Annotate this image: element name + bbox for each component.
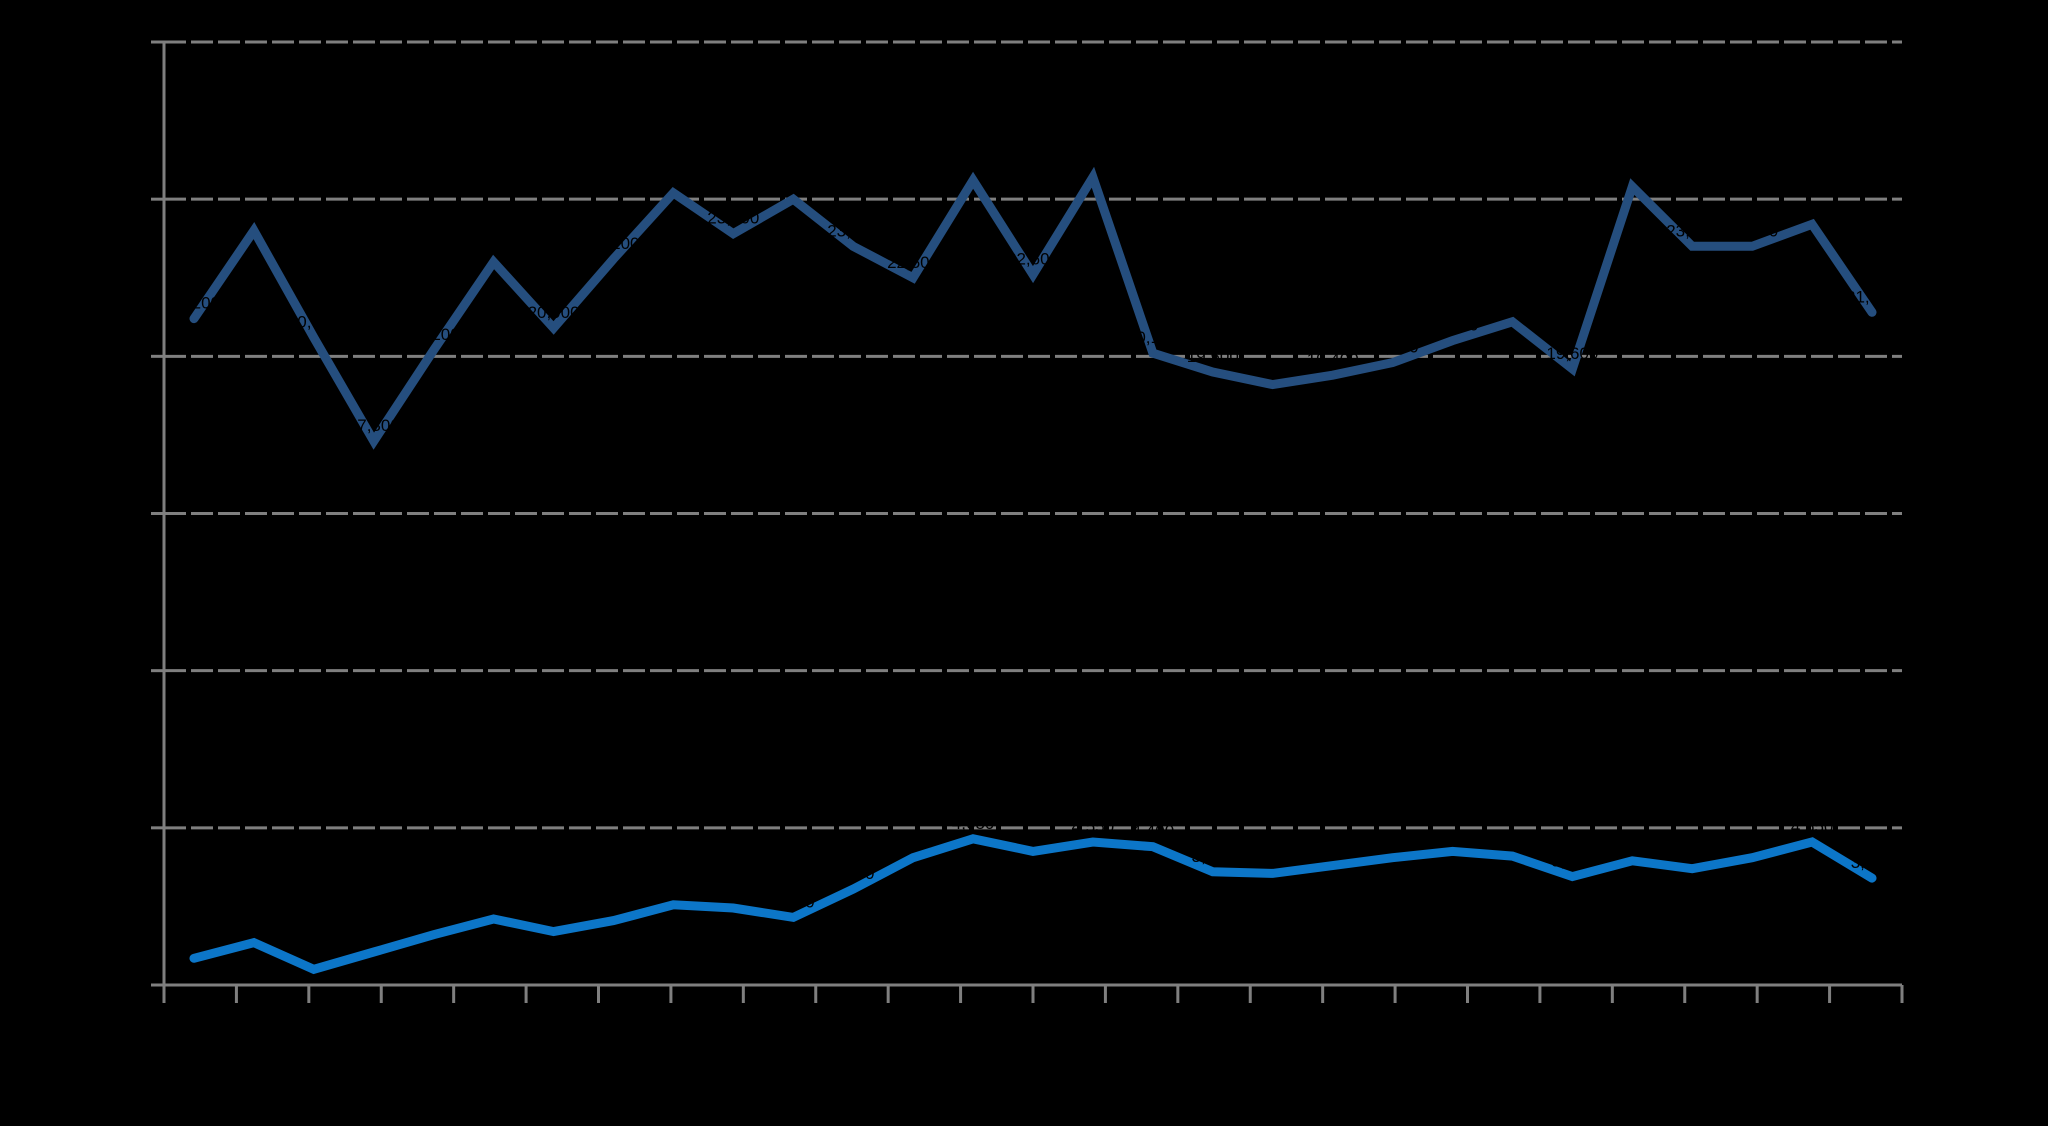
data-label: 4,550	[1072, 817, 1115, 836]
data-label: 20,100	[1127, 328, 1179, 347]
data-label: 25,200	[647, 168, 699, 187]
data-label: 22,500	[887, 253, 939, 272]
data-label: 23,000	[468, 237, 520, 256]
data-label: 21,100	[1486, 297, 1538, 316]
data-label: 4,550	[1791, 817, 1834, 836]
gridlines	[164, 40, 1902, 830]
series-dark-blue-data-labels: 21,200 24,000 20,600 17,300 20,200 23,000 20,9…	[168, 152, 1898, 435]
data-label: 23,500	[1666, 221, 1718, 240]
data-label: 25,700	[1067, 152, 1119, 171]
data-label: 4,400	[1132, 822, 1175, 841]
data-label: 3,700	[1671, 844, 1714, 863]
series-light-blue-data-labels: 850 1,350 500 1,050 1,600 2,100 1,700 2,050 2,55…	[180, 814, 1893, 964]
y-axis-ticks	[151, 40, 164, 987]
series-light-blue-line	[189, 834, 1877, 975]
data-label: 3,800	[1311, 841, 1354, 860]
data-label: 3,050	[832, 864, 875, 883]
data-label: 19,600	[1546, 344, 1598, 363]
data-label: 2,100	[472, 894, 515, 913]
data-label: 4,050	[1731, 833, 1774, 852]
data-label: 850	[180, 933, 208, 952]
data-label: 3,550	[1251, 848, 1294, 867]
data-label: 20,900	[528, 303, 580, 322]
data-label: 2,150	[772, 892, 815, 911]
data-label: 3,950	[1611, 836, 1654, 855]
data-label: 19,500	[1187, 347, 1239, 366]
data-label: 25,000	[767, 174, 819, 193]
data-label: 19,800	[1367, 338, 1419, 357]
series-dark-blue-line	[189, 166, 1877, 450]
data-label: 4,250	[1431, 826, 1474, 845]
data-label: 2,450	[712, 883, 755, 902]
data-label: 1,350	[233, 918, 276, 937]
data-label: 21,200	[168, 294, 220, 313]
data-label: 25,600	[947, 155, 999, 174]
data-label: 20,200	[408, 325, 460, 344]
data-label: 23,500	[1726, 221, 1778, 240]
data-label: 19,100	[1247, 360, 1299, 379]
data-label: 23,900	[707, 209, 759, 228]
data-label: 2,050	[592, 896, 635, 915]
data-label: 21,400	[1846, 287, 1898, 306]
data-label: 24,200	[1786, 199, 1838, 218]
data-label: 4,100	[1491, 831, 1534, 850]
data-label: 1,600	[412, 910, 455, 929]
data-label: 20,500	[1427, 316, 1479, 335]
data-label: 17,300	[348, 416, 400, 435]
data-label: 3,400	[1851, 853, 1894, 872]
data-label: 1,050	[353, 927, 396, 946]
data-label: 2,550	[652, 880, 695, 899]
data-label: 22,600	[1007, 250, 1059, 269]
data-label: 23,500	[827, 221, 879, 240]
data-label: 25,400	[1606, 162, 1658, 181]
data-label: 4,050	[1371, 833, 1414, 852]
data-label: 23,100	[588, 234, 640, 253]
data-label: 24,000	[228, 206, 280, 225]
data-label: 20,600	[288, 313, 340, 332]
data-label: 3,450	[1551, 852, 1594, 871]
data-label: 1,700	[532, 907, 575, 926]
data-label: 19,400	[1307, 350, 1359, 369]
data-label: 4,250	[1012, 826, 1055, 845]
data-label: 500	[300, 944, 328, 963]
data-label: 4,650	[952, 814, 995, 833]
x-axis-ticks	[162, 985, 1904, 1003]
data-label: 4,050	[892, 833, 935, 852]
data-label: 3,600	[1192, 847, 1235, 866]
